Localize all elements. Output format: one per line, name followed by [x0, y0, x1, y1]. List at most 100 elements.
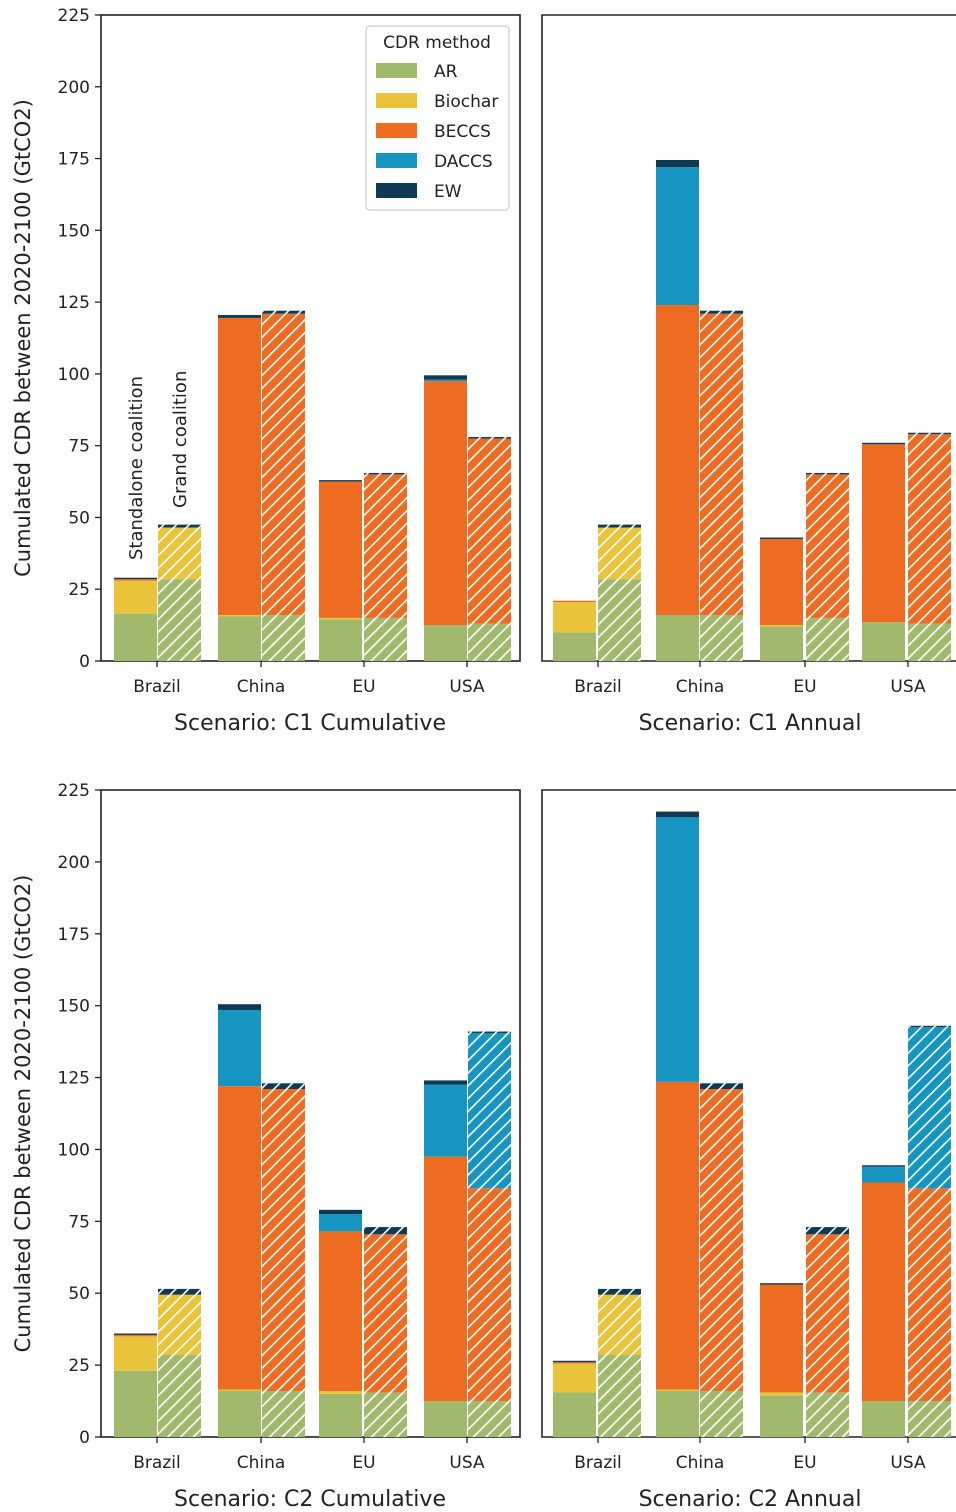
hatch-china-ew	[262, 310, 305, 314]
hatch-eu-ar	[364, 1392, 407, 1437]
x-tick-label: EU	[352, 1453, 375, 1473]
legend-label: BECCS	[434, 122, 491, 142]
bar-usa-standalone-ar	[862, 622, 905, 661]
hatch-usa-ar	[908, 1401, 951, 1437]
bar-usa-standalone-daccs	[424, 379, 467, 382]
bar-eu-standalone-ew	[760, 1283, 803, 1285]
bar-eu-standalone-daccs	[319, 1214, 362, 1232]
panel-title: Scenario: C1 Annual	[639, 711, 862, 736]
bar-eu-standalone-ar	[319, 1393, 362, 1437]
legend-label: EW	[434, 182, 462, 202]
bar-eu-standalone-ew	[319, 480, 362, 482]
hatch-brazil-ew	[158, 524, 201, 528]
bar-china-standalone-biochar	[656, 1389, 699, 1391]
bar-brazil-standalone-biochar	[114, 580, 157, 614]
hatch-usa-ew	[468, 1031, 511, 1033]
hatch-eu-beccs	[806, 474, 849, 618]
panel-2: Brazil China EU USA Scenario: C1 Annual	[541, 14, 956, 736]
x-tick-label: EU	[793, 1453, 816, 1473]
bar-eu-standalone-beccs	[319, 1231, 362, 1391]
legend-label: Biochar	[434, 92, 498, 112]
hatch-brazil-ar	[158, 1355, 201, 1437]
y-tick-label: 100	[58, 365, 90, 385]
y-tick-label: 125	[58, 293, 90, 313]
hatch-brazil-biochar	[598, 1294, 641, 1356]
hatch-china-ew	[700, 1083, 743, 1090]
hatch-usa-ar	[468, 623, 511, 661]
x-tick-label: USA	[890, 677, 926, 697]
panel-1: 0 25 50 75 100 125 150 175 200 225 Cumulated CDR b…	[11, 6, 521, 736]
panel-4: Brazil China EU USA Scenario: C2 Annual	[541, 789, 956, 1512]
bar-china-standalone-biochar	[218, 1389, 261, 1391]
hatch-china-beccs	[262, 1089, 305, 1391]
bar-china-standalone-daccs	[656, 817, 699, 1082]
bar-eu-standalone-ar	[319, 619, 362, 661]
y-tick-label: 50	[68, 508, 90, 528]
bar-brazil-standalone-beccs	[114, 579, 157, 581]
x-tick-label: Brazil	[574, 1453, 621, 1473]
bar-china-standalone-beccs	[656, 1081, 699, 1390]
legend-swatch	[376, 93, 417, 108]
y-tick-label: 100	[58, 1140, 90, 1160]
bar-china-standalone-ar	[656, 1390, 699, 1437]
hatch-china-ar	[262, 615, 305, 661]
hatch-brazil-ar	[598, 579, 641, 661]
bar-usa-standalone-ar	[862, 1401, 905, 1437]
hatch-usa-ew	[468, 437, 511, 439]
bar-brazil-standalone-ar	[114, 613, 157, 661]
x-tick-label: USA	[890, 1453, 926, 1473]
y-tick-label: 0	[79, 1428, 90, 1448]
bar-usa-standalone-ew	[424, 1080, 467, 1085]
y-tick-label: 200	[58, 853, 90, 873]
bar-brazil-standalone-ar	[553, 632, 596, 661]
bar-eu-standalone-beccs	[760, 538, 803, 626]
hatch-usa-beccs	[468, 1188, 511, 1402]
legend-swatch	[376, 183, 417, 198]
hatch-brazil-ar	[598, 1355, 641, 1437]
hatch-brazil-ew	[158, 1288, 201, 1295]
axes-frame	[541, 14, 956, 662]
x-tick-label: USA	[449, 677, 485, 697]
legend-title: CDR method	[383, 33, 491, 53]
y-tick-label: 75	[68, 437, 90, 457]
bar-china-standalone-beccs	[218, 317, 261, 616]
y-tick-label: 25	[68, 580, 90, 600]
bar-eu-standalone-biochar	[760, 1392, 803, 1396]
bar-brazil-standalone-ar	[553, 1392, 596, 1437]
hatch-usa-ew	[908, 432, 951, 435]
hatch-brazil-ar	[158, 579, 201, 661]
bar-china-standalone-daccs	[656, 167, 699, 305]
bar-brazil-standalone-beccs	[553, 1362, 596, 1364]
bar-usa-standalone-ew	[424, 375, 467, 380]
hatch-brazil-biochar	[158, 527, 201, 580]
bar-china-standalone-biochar	[218, 615, 261, 617]
y-tick-label: 50	[68, 1284, 90, 1304]
hatch-usa-daccs	[908, 1027, 951, 1189]
hatch-china-beccs	[262, 313, 305, 616]
panel-title: Scenario: C1 Cumulative	[174, 711, 446, 736]
y-tick-label: 200	[58, 78, 90, 98]
y-tick-label: 75	[68, 1212, 90, 1232]
y-tick-label: 0	[79, 652, 90, 672]
hatch-eu-beccs	[806, 1234, 849, 1393]
bar-brazil-standalone-biochar	[553, 1363, 596, 1393]
x-tick-label: China	[237, 677, 286, 697]
hatch-brazil-ew	[598, 524, 641, 528]
hatch-china-beccs	[700, 1089, 743, 1391]
x-tick-label: Brazil	[574, 677, 621, 697]
hatch-usa-beccs	[468, 438, 511, 624]
bar-eu-standalone-biochar	[760, 625, 803, 627]
hatch-eu-ar	[364, 617, 407, 661]
bar-brazil-standalone-beccs	[114, 1334, 157, 1337]
hatch-usa-ew	[908, 1025, 951, 1028]
y-tick-label: 175	[58, 925, 90, 945]
x-tick-label: Brazil	[133, 1453, 180, 1473]
bar-china-standalone-ew	[656, 159, 699, 168]
legend-swatch	[376, 123, 417, 138]
hatch-brazil-ew	[598, 1288, 641, 1295]
y-tick-label: 175	[58, 150, 90, 170]
hatch-usa-ar	[468, 1401, 511, 1437]
hatch-usa-ar	[908, 623, 951, 661]
